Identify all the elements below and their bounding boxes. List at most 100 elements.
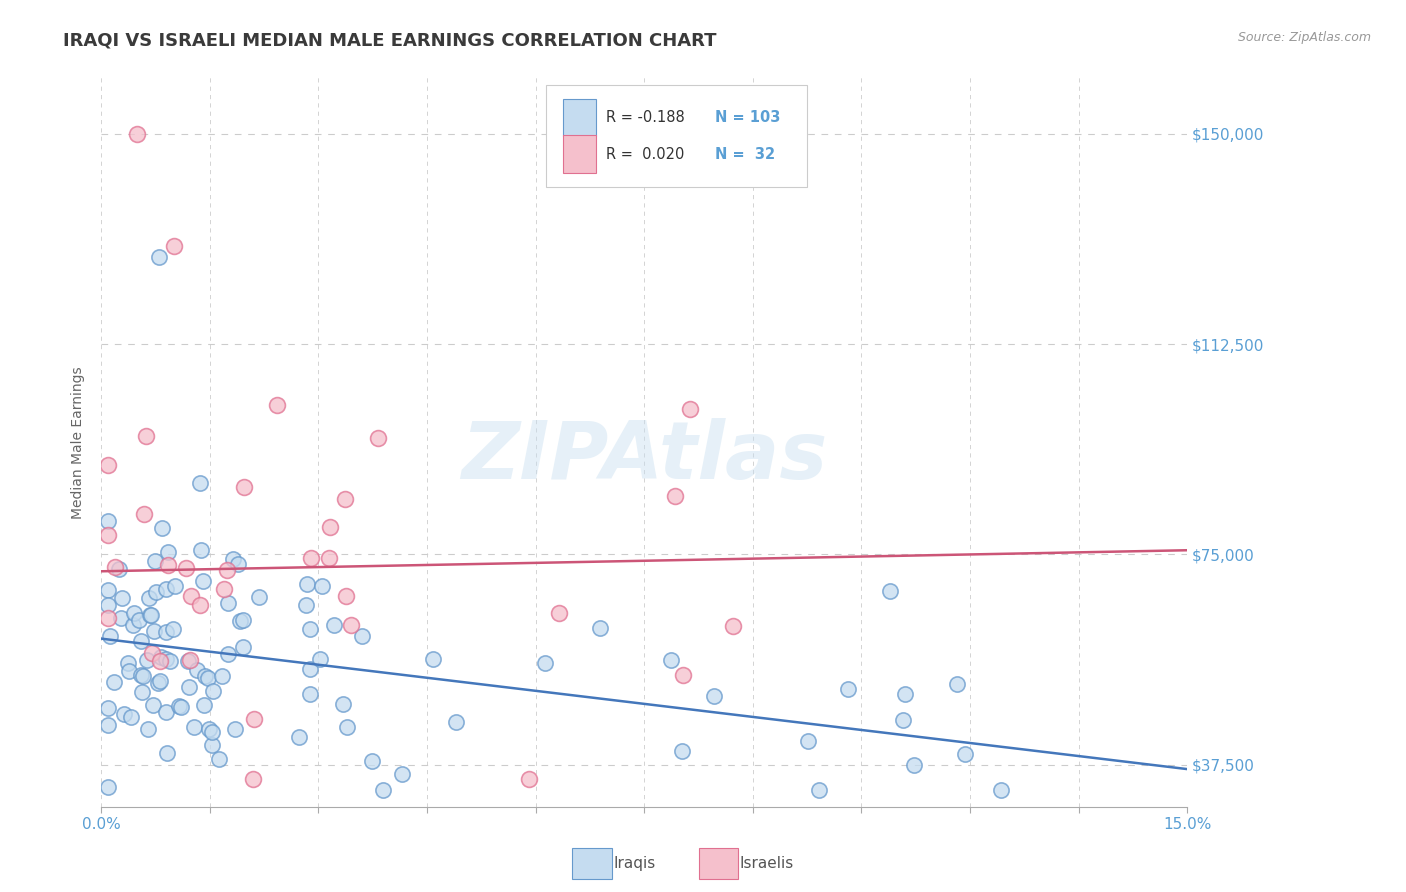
Point	[217, 596, 239, 610]
Point	[131, 684, 153, 698]
Point	[97, 718, 120, 732]
Point	[703, 690, 725, 704]
Point	[295, 577, 318, 591]
Point	[131, 668, 153, 682]
Text: ZIPAtlas: ZIPAtlas	[461, 417, 827, 496]
Point	[226, 558, 249, 572]
Point	[191, 574, 214, 588]
Point	[197, 723, 219, 737]
Point	[135, 429, 157, 443]
Point	[136, 653, 159, 667]
Point	[136, 722, 159, 736]
Point	[721, 618, 744, 632]
Point	[224, 723, 246, 737]
Point	[97, 583, 120, 598]
Text: N = 103: N = 103	[714, 110, 780, 125]
Point	[141, 607, 163, 622]
Point	[97, 528, 120, 542]
Point	[350, 629, 373, 643]
Point	[837, 681, 859, 696]
Point	[138, 591, 160, 605]
Point	[201, 724, 224, 739]
Point	[165, 579, 187, 593]
Point	[129, 634, 152, 648]
Point	[233, 480, 256, 494]
Point	[678, 402, 700, 417]
Point	[190, 543, 212, 558]
Text: IRAQI VS ISRAELI MEDIAN MALE EARNINGS CORRELATION CHART: IRAQI VS ISRAELI MEDIAN MALE EARNINGS CO…	[63, 31, 717, 49]
Point	[287, 730, 309, 744]
Point	[796, 733, 818, 747]
Point	[122, 618, 145, 632]
Point	[97, 701, 120, 715]
Point	[132, 669, 155, 683]
Point	[332, 697, 354, 711]
Point	[112, 707, 135, 722]
Point	[97, 514, 120, 528]
FancyBboxPatch shape	[562, 136, 596, 173]
Point	[242, 772, 264, 786]
Point	[807, 783, 830, 797]
Point	[193, 698, 215, 712]
Point	[197, 672, 219, 686]
FancyBboxPatch shape	[547, 85, 807, 186]
Point	[217, 647, 239, 661]
Point	[672, 668, 695, 682]
Point	[215, 563, 238, 577]
Point	[444, 715, 467, 730]
Point	[661, 653, 683, 667]
Point	[183, 720, 205, 734]
Point	[879, 583, 901, 598]
Point	[299, 550, 322, 565]
Point	[156, 746, 179, 760]
Point	[146, 676, 169, 690]
Point	[360, 755, 382, 769]
Point	[157, 545, 180, 559]
Point	[162, 622, 184, 636]
FancyBboxPatch shape	[562, 99, 596, 136]
Point	[391, 766, 413, 780]
Point	[150, 521, 173, 535]
Point	[201, 684, 224, 698]
Point	[177, 680, 200, 694]
Point	[155, 624, 177, 639]
Point	[155, 705, 177, 719]
Point	[953, 747, 976, 761]
Point	[200, 738, 222, 752]
Text: Source: ZipAtlas.com: Source: ZipAtlas.com	[1237, 31, 1371, 45]
Point	[318, 551, 340, 566]
Point	[298, 662, 321, 676]
Point	[142, 624, 165, 639]
Point	[155, 652, 177, 666]
Point	[371, 783, 394, 797]
Text: R =  0.020: R = 0.020	[606, 146, 685, 161]
Point	[299, 622, 322, 636]
Point	[110, 610, 132, 624]
Point	[150, 649, 173, 664]
Text: Iraqis: Iraqis	[613, 856, 655, 871]
Point	[128, 613, 150, 627]
Text: N =  32: N = 32	[714, 146, 775, 161]
Point	[211, 669, 233, 683]
Point	[232, 640, 254, 655]
Point	[186, 663, 208, 677]
Y-axis label: Median Male Earnings: Median Male Earnings	[72, 366, 86, 518]
Point	[946, 677, 969, 691]
Point	[103, 560, 125, 574]
Point	[339, 618, 361, 632]
Point	[212, 582, 235, 596]
Point	[232, 613, 254, 627]
Point	[97, 611, 120, 625]
Point	[122, 606, 145, 620]
Point	[671, 744, 693, 758]
Point	[517, 772, 540, 786]
Point	[891, 713, 914, 727]
Point	[903, 758, 925, 772]
Point	[117, 657, 139, 671]
Point	[333, 492, 356, 507]
Point	[107, 562, 129, 576]
Point	[156, 558, 179, 572]
Point	[247, 591, 270, 605]
Point	[229, 614, 252, 628]
Point	[118, 664, 141, 678]
